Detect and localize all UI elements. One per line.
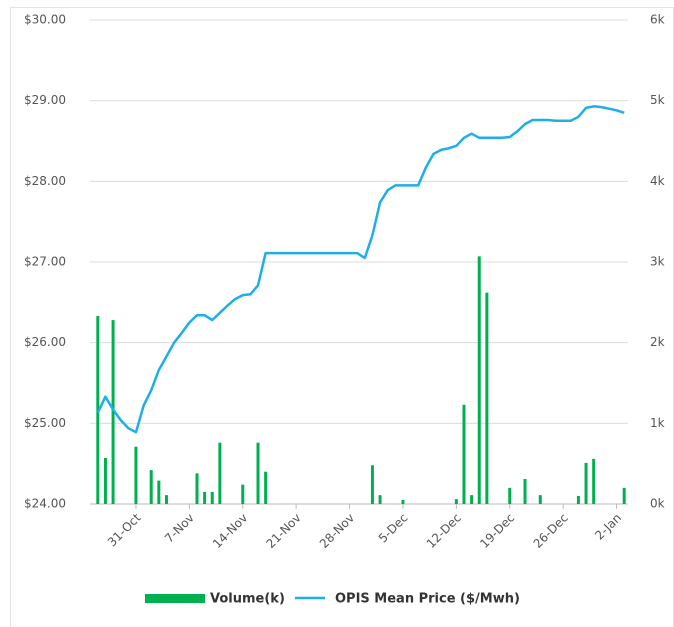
legend-label: OPIS Mean Price ($/Mwh) [335,592,520,607]
y2-tick-label: 0k [650,497,665,511]
x-tick-label: 26-Dec [531,511,571,551]
bar [401,499,405,504]
bar [508,487,512,504]
y-tick-label: $27.00 [24,255,66,269]
bar [622,487,626,504]
x-tick-label: 19-Dec [477,511,517,551]
y-tick-label: $30.00 [24,13,66,27]
y-tick-label: $29.00 [24,93,66,107]
y-tick-label: $25.00 [24,416,66,430]
x-tick-label: 31-Oct [105,510,144,549]
y-tick-label: $26.00 [24,335,66,349]
legend-swatch [145,594,205,603]
bar [256,442,260,504]
bar [454,499,458,504]
legend-label: Volume(k) [210,592,285,607]
bar [485,292,489,504]
bar [134,446,138,504]
bar [477,256,481,504]
bar [149,470,153,504]
bar [523,478,527,504]
bar [111,320,115,504]
y2-tick-label: 4k [650,174,665,188]
y2-tick-label: 3k [650,255,665,269]
x-tick-label: 7-Nov [162,511,197,546]
x-tick-label: 2-Jan [592,511,624,543]
bar [164,495,168,504]
bar [462,404,466,504]
bar [264,471,268,504]
bar [584,462,588,504]
bar [218,442,222,504]
y2-tick-label: 1k [650,416,665,430]
x-tick-label: 28-Nov [317,511,357,551]
bar [592,458,596,504]
bar [210,491,214,504]
x-tick-label: 5-Dec [376,511,411,546]
y2-tick-label: 2k [650,335,665,349]
x-tick-label: 12-Dec [424,511,464,551]
y2-tick-label: 6k [650,13,665,27]
bar [470,495,474,504]
bar [378,495,382,504]
bar [241,484,245,504]
bar [538,495,542,504]
bar [157,480,161,504]
bar [203,491,207,504]
y-tick-label: $28.00 [24,174,66,188]
y-tick-label: $24.00 [24,497,66,511]
x-tick-label: 14-Nov [210,511,250,551]
price-line [96,105,625,434]
bar [103,458,107,504]
bar [576,495,580,504]
bar [195,473,199,504]
bar [370,465,374,504]
y2-tick-label: 5k [650,93,665,107]
x-tick-label: 21-Nov [263,511,303,551]
